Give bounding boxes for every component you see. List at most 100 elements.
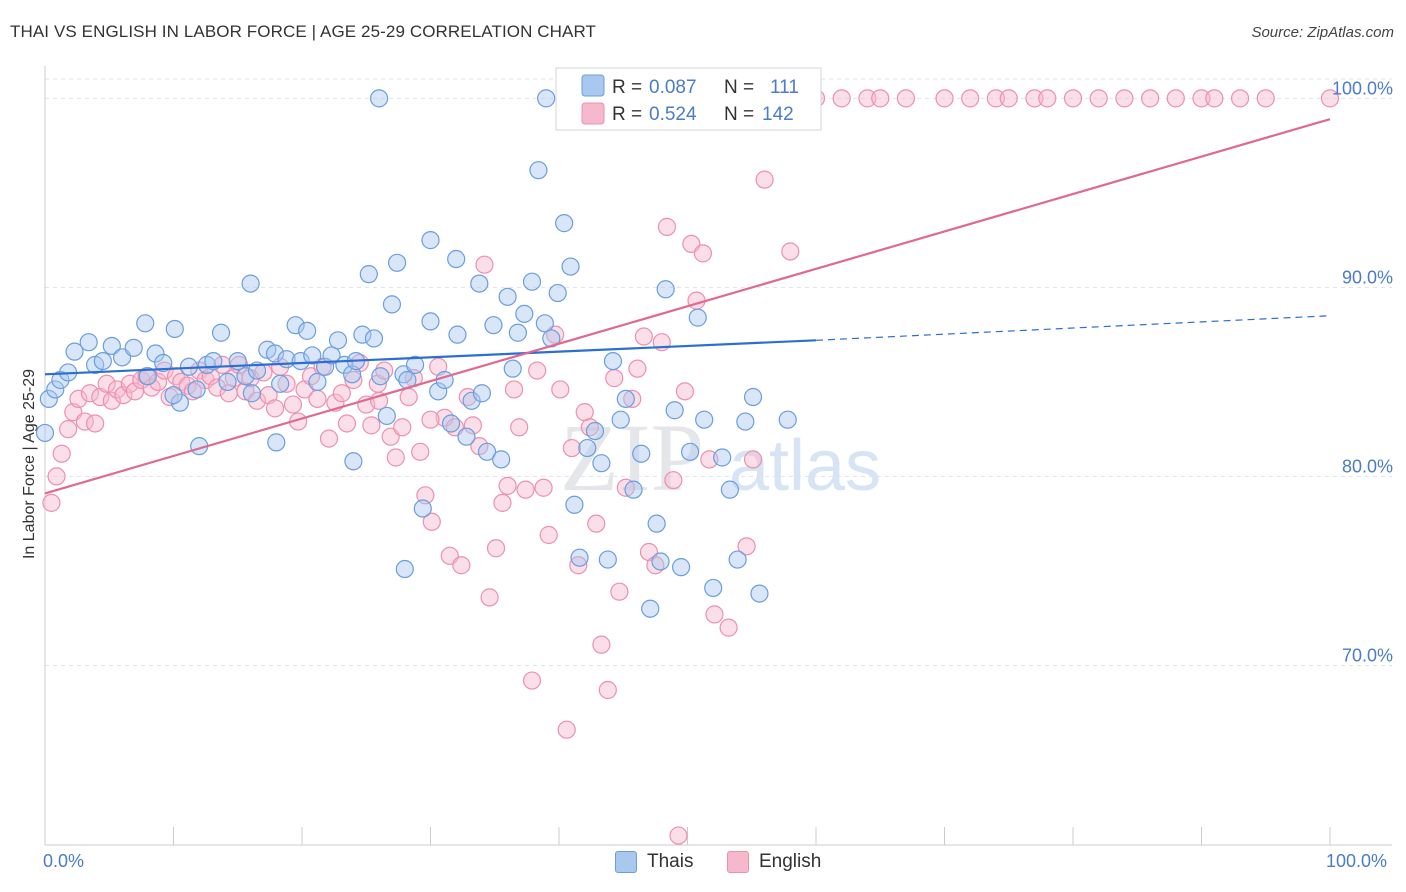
legend-thai-r-label: R =: [612, 77, 642, 98]
english-point-88: [557, 720, 576, 739]
english-point-41: [277, 374, 296, 393]
y-tick-label-100: 100.0%: [1332, 78, 1393, 98]
english-point-3: [59, 420, 78, 439]
thai-point-74: [555, 214, 574, 233]
chart-title: THAI VS ENGLISH IN LABOR FORCE | AGE 25-…: [10, 22, 597, 41]
english-point-63: [411, 442, 430, 461]
english-point-90: [569, 556, 588, 575]
thai-point-63: [484, 316, 503, 335]
english-point-11: [102, 391, 121, 410]
legend-english-r-label: R =: [612, 104, 642, 125]
trend-layer: [44, 118, 1331, 495]
y-tick-label-90: 90.0%: [1342, 267, 1393, 287]
english-point-138: [1256, 89, 1275, 108]
english-point-132: [1115, 89, 1134, 108]
english-point-118: [781, 242, 800, 261]
thai-point-64: [492, 450, 511, 469]
english-point-72: [463, 416, 483, 435]
english-point-75: [480, 588, 499, 607]
thai-point-104: [370, 89, 389, 108]
thai-point-46: [371, 367, 390, 386]
legend-swatch-english: [581, 102, 605, 125]
english-point-96: [605, 369, 624, 388]
english-point-89: [562, 438, 581, 458]
english-point-106: [664, 471, 683, 490]
english-point-55: [362, 416, 381, 435]
thai-point-114: [472, 384, 491, 403]
y-tick-labels: 70.0% 80.0% 90.0% 100.0%: [1332, 78, 1393, 665]
legend-english-n-label: N =: [724, 104, 754, 125]
thai-point-23: [218, 372, 237, 391]
thai-point-25: [236, 367, 255, 386]
thai-point-52: [405, 355, 425, 374]
thai-point-62: [477, 442, 497, 461]
thai-point-60: [462, 391, 481, 410]
english-point-50: [332, 384, 351, 403]
thai-point-67: [508, 323, 527, 342]
thai-point-30: [271, 374, 290, 393]
thai-point-16: [170, 393, 190, 412]
english-point-74: [475, 255, 494, 274]
thai-point-12: [136, 314, 155, 333]
thai-point-75: [561, 257, 580, 276]
thai-trend-line: [44, 339, 817, 376]
thai-point-90: [656, 280, 675, 299]
legend-label-english: English: [759, 851, 822, 872]
english-point-127: [999, 89, 1018, 108]
english-point-108: [675, 382, 695, 401]
thai-point-39: [328, 331, 348, 350]
thai-point-68: [515, 304, 534, 323]
english-point-20: [155, 361, 174, 380]
thai-point-47: [377, 406, 396, 426]
english-point-76: [486, 539, 506, 558]
english-point-24: [178, 376, 197, 395]
thai-point-86: [632, 444, 651, 463]
legend-item-english[interactable]: English: [727, 851, 821, 873]
thai-point-5: [65, 342, 84, 361]
source-label: Source: ZipAtlas.com: [1251, 24, 1394, 41]
thai-point-44: [359, 265, 378, 284]
english-point-59: [386, 448, 405, 467]
thai-point-84: [616, 389, 635, 409]
thai-point-34: [298, 321, 317, 340]
english-point-125: [961, 89, 980, 108]
thai-point-79: [585, 421, 605, 441]
english-point-39: [265, 399, 285, 418]
english-point-0: [42, 493, 61, 512]
thai-point-71: [535, 314, 554, 333]
english-point-93: [587, 514, 606, 533]
thai-point-58: [448, 325, 467, 344]
english-point-139: [1320, 89, 1340, 108]
english-point-7: [80, 384, 100, 403]
legend-item-thais[interactable]: Thais: [615, 851, 693, 873]
thai-point-61: [470, 274, 489, 293]
legend-thai-n-label: N =: [724, 77, 754, 98]
thai-point-99: [728, 550, 747, 569]
thai-point-14: [154, 353, 173, 373]
thai-point-109: [267, 433, 286, 452]
english-point-128: [1025, 89, 1044, 108]
thai-trend-extension: [815, 315, 1331, 341]
thai-point-35: [303, 346, 322, 365]
x-tick-label-max: 100.0%: [1326, 851, 1388, 871]
english-point-83: [528, 361, 547, 380]
bottom-legend: Thais English: [0, 851, 1406, 879]
english-point-8: [86, 414, 105, 433]
thai-point-87: [641, 599, 660, 618]
english-point-82: [522, 671, 542, 690]
thai-point-97: [713, 448, 732, 467]
english-point-134: [1166, 89, 1185, 108]
thai-point-1: [39, 389, 58, 409]
thai-point-15: [165, 319, 184, 339]
english-point-80: [510, 418, 529, 437]
thai-point-38: [322, 346, 341, 365]
english-point-46: [308, 389, 327, 409]
thai-point-105: [537, 89, 556, 108]
english-point-141: [421, 410, 440, 429]
english-point-131: [1089, 89, 1108, 108]
english-point-64: [416, 486, 435, 505]
english-point-124: [935, 89, 954, 108]
legend-english-n-value: 142: [762, 104, 794, 125]
legend-top: R = 0.087 N = 111 R = 0.524 N = 142: [555, 67, 822, 131]
